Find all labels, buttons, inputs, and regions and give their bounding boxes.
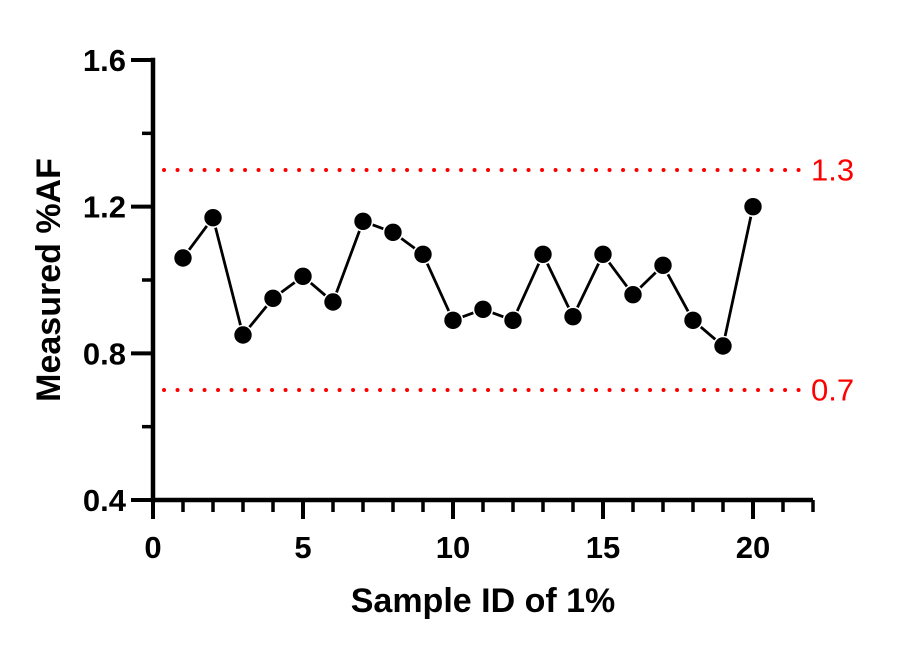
data-point-20	[742, 196, 764, 217]
y-tick-label-0.8: 0.8	[83, 336, 126, 371]
y-tick-label-1.2: 1.2	[83, 190, 126, 225]
data-point-11	[472, 299, 494, 320]
y-tick-label-1.6: 1.6	[83, 43, 126, 78]
x-tick-label-5: 5	[294, 530, 311, 565]
data-point-14	[562, 306, 584, 327]
y-tick-label-0.4: 0.4	[83, 483, 127, 518]
data-point-6	[322, 291, 344, 313]
data-point-3	[232, 324, 254, 346]
data-point-10	[442, 310, 464, 331]
data-point-12	[502, 310, 524, 331]
data-point-1	[172, 247, 194, 269]
data-point-17	[652, 255, 674, 276]
data-point-18	[682, 310, 704, 331]
x-tick-label-10: 10	[436, 530, 470, 565]
data-point-4	[262, 288, 284, 309]
data-point-2	[202, 207, 224, 228]
x-tick-label-20: 20	[736, 530, 770, 565]
data-point-16	[622, 284, 644, 305]
y-axis-title: Measured %AF	[30, 158, 68, 402]
x-axis-title: Sample ID of 1%	[351, 582, 616, 620]
data-point-9	[412, 244, 434, 265]
data-point-15	[592, 244, 614, 265]
data-point-13	[532, 244, 554, 265]
reference-line-label-1.3: 1.3	[811, 153, 854, 188]
x-tick-label-15: 15	[586, 530, 620, 565]
data-point-8	[382, 222, 404, 243]
reference-line-label-0.7: 0.7	[811, 373, 854, 408]
data-point-7	[352, 211, 374, 232]
x-tick-label-0: 0	[144, 530, 161, 565]
data-point-5	[292, 266, 314, 287]
data-point-19	[712, 335, 734, 357]
